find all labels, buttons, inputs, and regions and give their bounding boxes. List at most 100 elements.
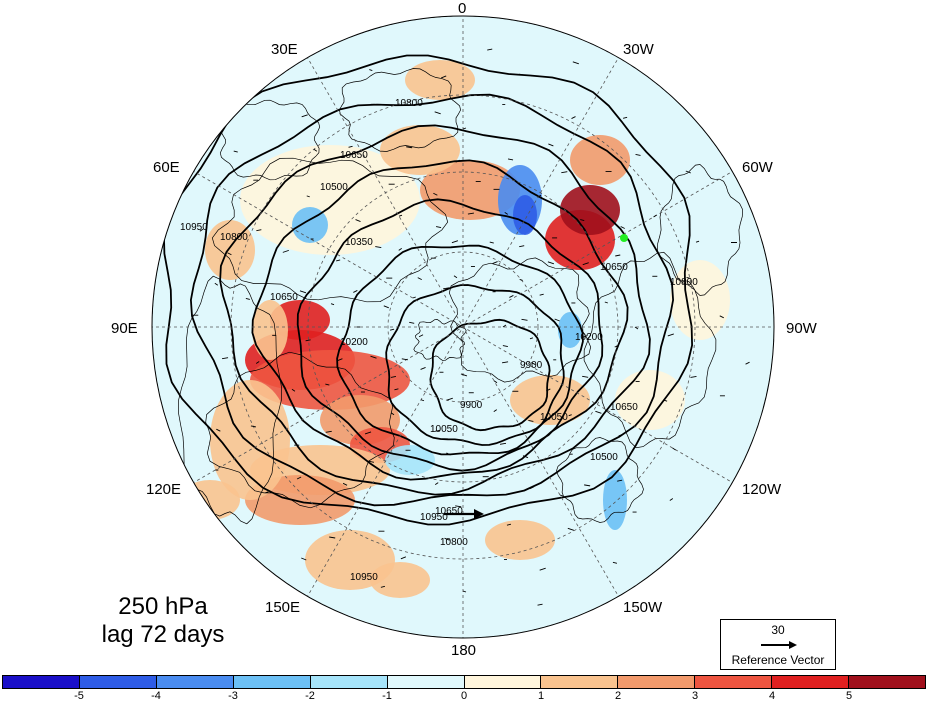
anomaly-patch: [615, 370, 685, 430]
flux-vector: [336, 259, 341, 262]
flux-vector: [568, 414, 572, 417]
colorbar-tick-label: -4: [151, 690, 161, 702]
contour-label: 9900: [460, 400, 483, 411]
flux-vector: [401, 358, 408, 361]
lon-label-60e: 60E: [153, 159, 180, 176]
coastline: [657, 164, 743, 296]
colorbar-tick-label: 0: [460, 690, 468, 702]
lon-label-60w: 60W: [742, 159, 773, 176]
reference-vector-value: 30: [771, 623, 785, 637]
flux-vector: [434, 482, 439, 485]
flux-vector: [305, 339, 311, 342]
flux-vector: [368, 460, 375, 463]
title-lag: lag 72 days: [101, 621, 225, 648]
coastline: [556, 437, 644, 523]
latitude-circle: [387, 251, 539, 403]
flux-vector: [214, 282, 219, 286]
anomaly-patch: [180, 480, 240, 520]
coastline: [448, 257, 592, 383]
flux-vector: [622, 116, 628, 119]
flux-vector: [502, 345, 508, 348]
flux-vector: [617, 479, 623, 482]
flux-vector: [434, 429, 441, 432]
flux-vector: [582, 375, 589, 378]
flux-vector: [548, 143, 554, 147]
flux-vector: [509, 295, 514, 298]
flux-vector: [446, 452, 451, 456]
colorbar-cell: [310, 676, 388, 688]
flux-vector: [455, 505, 462, 508]
anomaly-patch: [570, 135, 630, 185]
flux-vector: [330, 303, 335, 306]
flux-vector: [400, 556, 407, 560]
flux-vector: [634, 326, 639, 330]
flux-vector: [313, 148, 318, 152]
flux-vector: [435, 226, 442, 228]
reference-vector-box: 30 Reference Vector: [720, 619, 836, 670]
flux-vector: [507, 158, 514, 161]
flux-vector: [539, 567, 546, 571]
reference-arrow-icon: [761, 641, 797, 649]
flux-vector: [567, 527, 574, 531]
anomaly-patch: [205, 220, 255, 280]
lon-label-90e: 90E: [111, 320, 138, 337]
flux-vector: [380, 585, 386, 588]
flux-vector: [364, 431, 372, 435]
colorbar-tick-label: 2: [614, 690, 622, 702]
flux-vector: [502, 361, 509, 364]
flux-vector: [455, 159, 461, 163]
height-contours: [162, 54, 694, 526]
flux-vector: [561, 171, 568, 174]
flux-vector: [394, 388, 399, 391]
flux-vector: [417, 277, 422, 281]
anomaly-patch: [370, 562, 430, 598]
flux-vector: [529, 337, 534, 340]
flux-vector: [383, 305, 389, 309]
flux-vector: [539, 293, 544, 296]
flux-vector: [537, 194, 542, 198]
flux-vector: [582, 262, 589, 266]
flux-vector: [487, 48, 493, 51]
flux-vector: [409, 321, 415, 324]
colorbar-tick-label: -2: [305, 690, 315, 702]
wave-activity-vectors: [192, 48, 750, 606]
flux-vector: [580, 219, 585, 222]
colorbar-cell: [618, 676, 696, 688]
flux-vector: [499, 442, 507, 445]
lon-label-120w: 120W: [742, 481, 782, 498]
anomaly-patch: [558, 312, 582, 348]
flux-vector: [690, 375, 697, 378]
colorbar-cell: [695, 676, 773, 688]
contour-labels: 10800 10650 10500 10350 10950 10800 10650 10200…: [180, 98, 698, 583]
flux-vector: [398, 502, 402, 505]
lon-label-90w: 90W: [786, 320, 817, 337]
contour-label: 10650: [435, 506, 463, 517]
colorbar-tick-label: -1: [382, 690, 392, 702]
flux-vector: [493, 409, 498, 412]
contour-label: 9900: [520, 360, 543, 371]
flux-vector: [301, 114, 308, 118]
flux-vector: [306, 195, 310, 198]
flux-vector: [502, 324, 507, 328]
flux-vector: [582, 335, 588, 338]
colorbar-cell: [464, 676, 542, 688]
contour-label: 10650: [600, 262, 628, 273]
lon-label-150e: 150E: [265, 599, 301, 616]
contour-label: 10800: [395, 98, 423, 109]
height-contour: [429, 318, 551, 432]
lon-label-30e: 30E: [271, 41, 298, 58]
flux-vector: [433, 192, 438, 196]
flux-vector: [519, 279, 523, 281]
flux-vector: [595, 410, 602, 414]
height-contour: [219, 124, 651, 496]
colorbar-cell: [156, 676, 234, 688]
colorbar-cell: [849, 676, 926, 688]
colorbar-tick-label: 1: [537, 690, 545, 702]
lon-label-150w: 150W: [623, 599, 663, 616]
flux-vector: [653, 214, 657, 218]
colorbar: [2, 675, 926, 689]
flux-vector: [522, 455, 529, 459]
title-level: 250 hPa: [118, 593, 208, 620]
flux-vector: [467, 212, 475, 215]
flux-vector: [325, 430, 332, 433]
